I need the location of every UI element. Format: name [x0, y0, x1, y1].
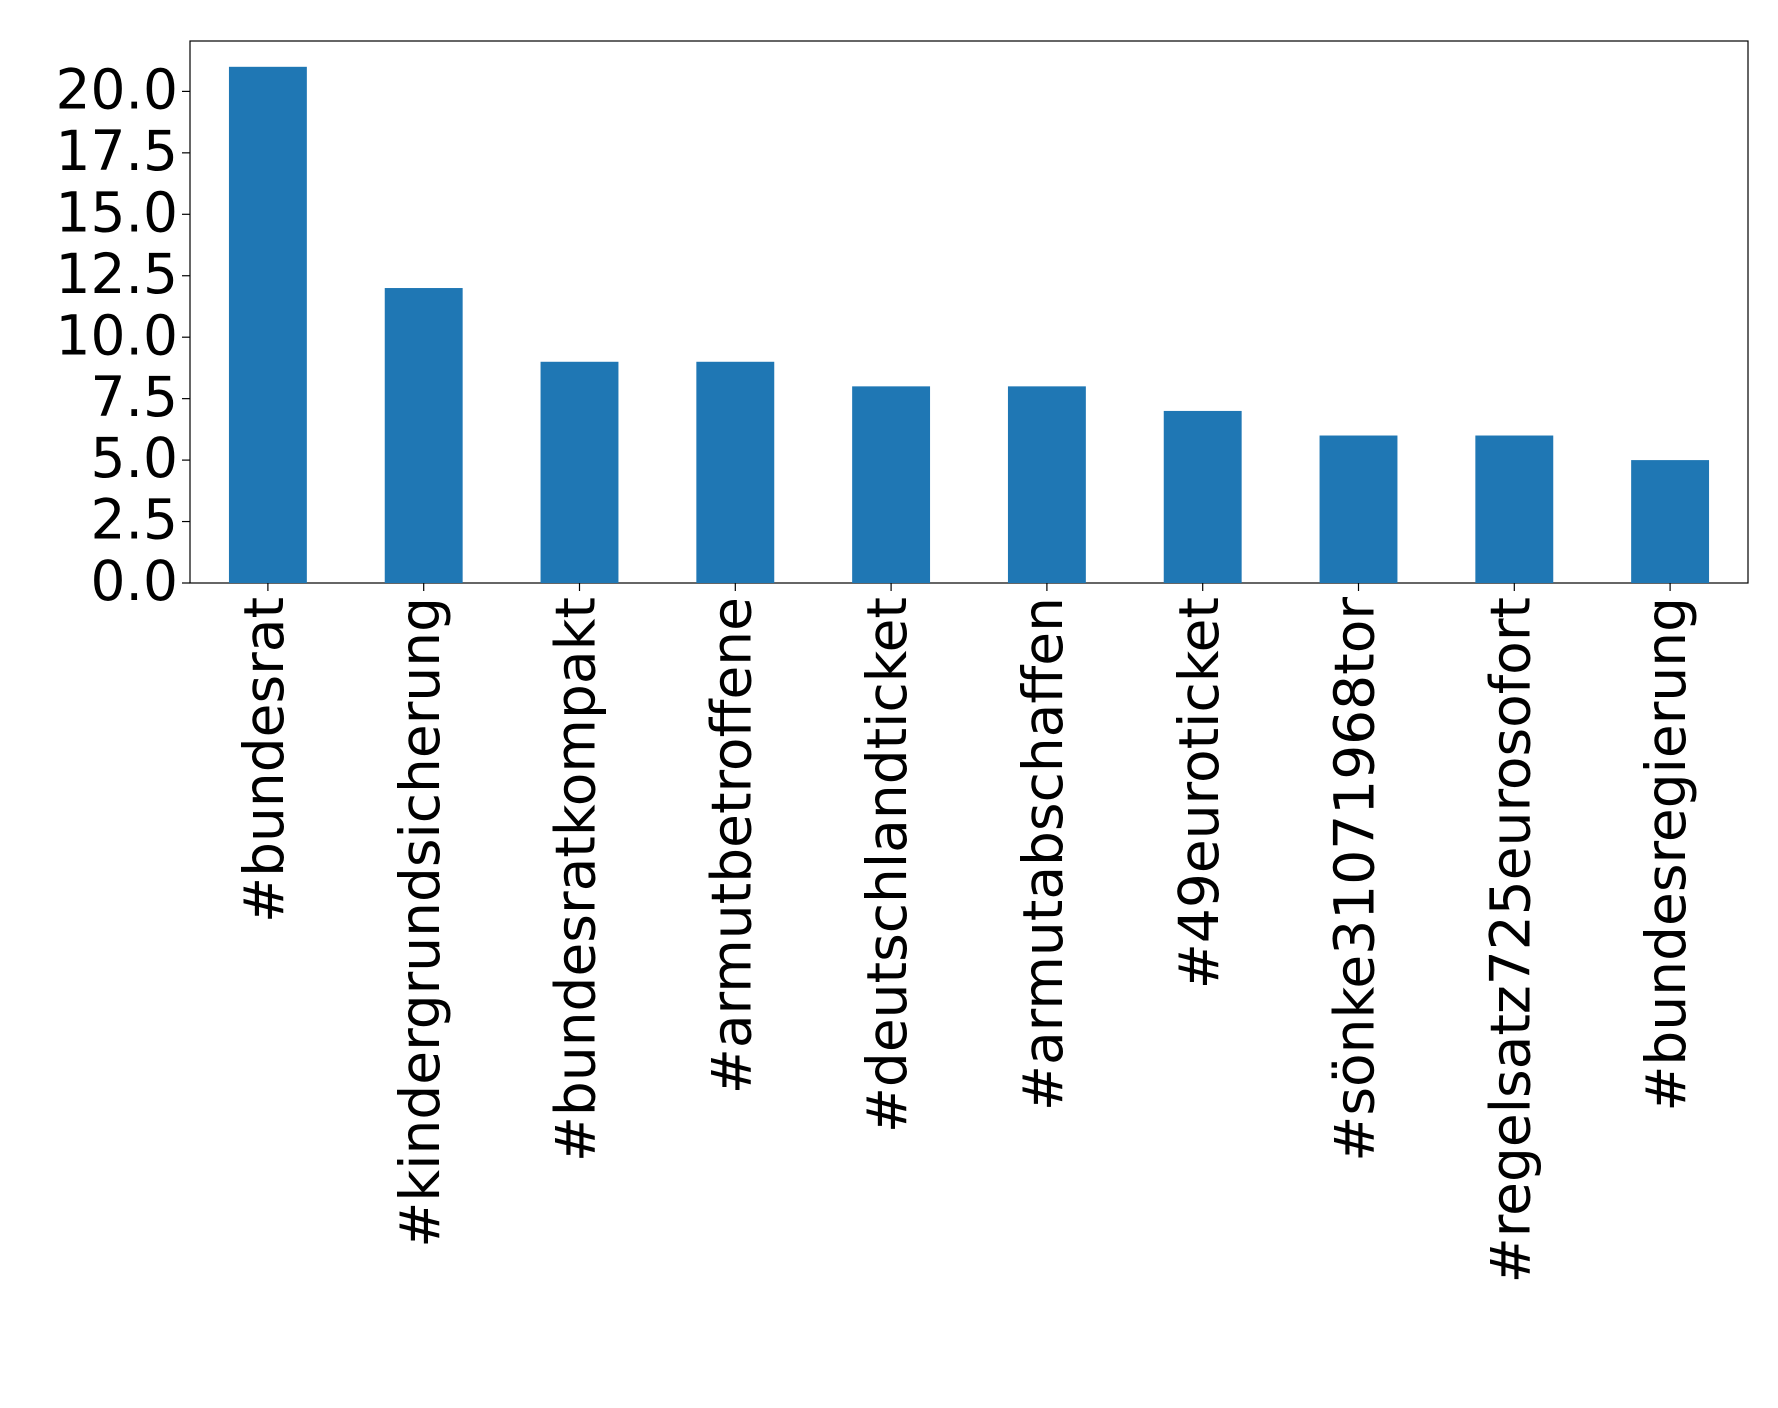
bar — [228, 66, 307, 584]
bar — [384, 288, 463, 583]
x-tick-label: #regelsatz725eurosofort — [1478, 597, 1542, 1283]
x-tick-label: #bundesregierung — [1634, 597, 1698, 1112]
x-tick-label: #deutschlandticket — [855, 597, 919, 1133]
x-tick-label: #kindergrundsicherung — [388, 597, 452, 1248]
y-tick-label: 0.0 — [91, 549, 178, 613]
y-tick-label: 15.0 — [56, 180, 178, 244]
plot-frame — [189, 40, 1749, 584]
bar — [1631, 460, 1710, 583]
bar — [1163, 410, 1242, 583]
bar — [1007, 386, 1086, 583]
bar — [1475, 435, 1554, 583]
bar — [1319, 435, 1398, 583]
x-tick-label: #49euroticket — [1167, 597, 1231, 989]
y-tick-label: 12.5 — [56, 242, 178, 306]
y-tick-label: 2.5 — [91, 488, 178, 552]
y-tick-label: 17.5 — [56, 119, 178, 183]
y-tick-label: 7.5 — [91, 365, 178, 429]
bar — [852, 386, 931, 583]
x-tick-label: #bundesratkompakt — [544, 597, 608, 1162]
x-tick-label: #armutbetroffene — [699, 597, 763, 1094]
bar — [540, 361, 619, 583]
y-tick-label: 20.0 — [56, 58, 178, 122]
bar — [696, 361, 775, 583]
x-tick-label: #armutabschaffen — [1011, 597, 1075, 1111]
y-tick-label: 10.0 — [56, 303, 178, 367]
y-tick-label: 5.0 — [91, 426, 178, 490]
x-tick-label: #sönke31071968tor — [1323, 597, 1387, 1162]
x-tick-label: #bundesrat — [232, 597, 296, 923]
